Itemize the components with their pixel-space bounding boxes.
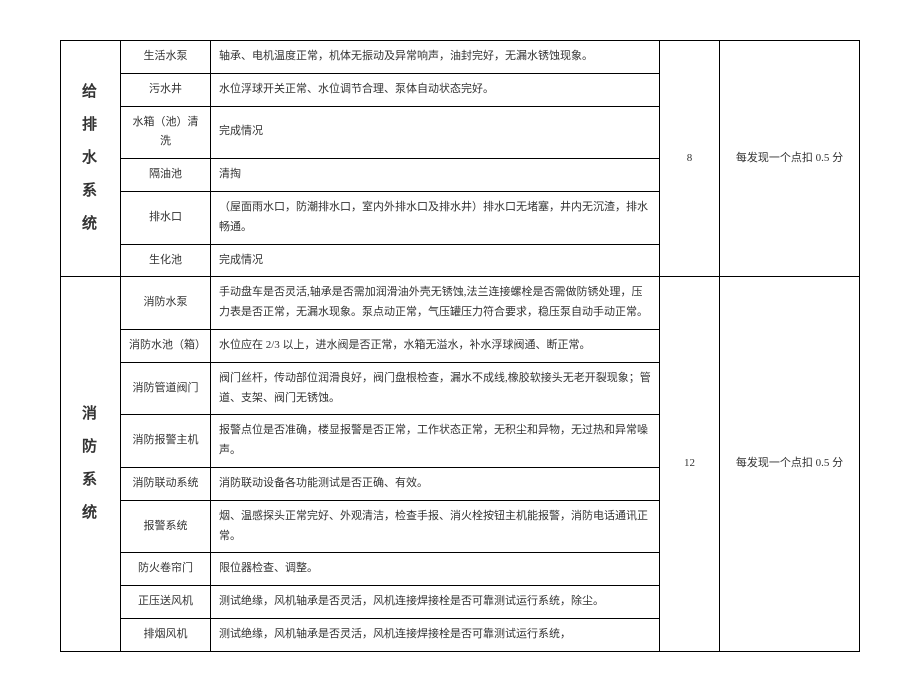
- item-desc-cell: 水位应在 2/3 以上，进水阀是否正常，水箱无溢水，补水浮球阀通、断正常。: [211, 329, 660, 362]
- inspection-table: 给排水系统生活水泵轴承、电机温度正常，机体无振动及异常响声，油封完好，无漏水锈蚀…: [60, 40, 860, 652]
- item-name-cell: 水箱（池）清洗: [121, 106, 211, 159]
- item-name-cell: 排水口: [121, 191, 211, 244]
- table-row: 消防系统消防水泵手动盘车是否灵活,轴承是否需加润滑油外壳无锈蚀,法兰连接螺栓是否…: [61, 277, 860, 330]
- category-cell: 给排水系统: [61, 41, 121, 277]
- item-desc-cell: 报警点位是否准确，楼显报警是否正常，工作状态正常，无积尘和异物，无过热和异常噪声…: [211, 415, 660, 468]
- item-name-cell: 隔油池: [121, 159, 211, 192]
- item-name-cell: 报警系统: [121, 500, 211, 553]
- item-name-cell: 防火卷帘门: [121, 553, 211, 586]
- table-row: 给排水系统生活水泵轴承、电机温度正常，机体无振动及异常响声，油封完好，无漏水锈蚀…: [61, 41, 860, 74]
- item-desc-cell: 水位浮球开关正常、水位调节合理、泵体自动状态完好。: [211, 73, 660, 106]
- item-desc-cell: 测试绝缘，风机轴承是否灵活，风机连接焊接栓是否可靠测试运行系统，: [211, 618, 660, 651]
- item-desc-cell: 消防联动设备各功能测试是否正确、有效。: [211, 467, 660, 500]
- item-desc-cell: 完成情况: [211, 244, 660, 277]
- item-name-cell: 正压送风机: [121, 586, 211, 619]
- item-desc-cell: 清掏: [211, 159, 660, 192]
- item-desc-cell: 完成情况: [211, 106, 660, 159]
- item-desc-cell: 限位器检查、调整。: [211, 553, 660, 586]
- deduction-cell: 每发现一个点扣 0.5 分: [720, 277, 860, 651]
- item-name-cell: 生活水泵: [121, 41, 211, 74]
- item-desc-cell: 阀门丝杆，传动部位润滑良好，阀门盘根检查，漏水不成线,橡胶软接头无老开裂现象；管…: [211, 362, 660, 415]
- item-desc-cell: （屋面雨水口，防潮排水口，室内外排水口及排水井）排水口无堵塞，井内无沉渣，排水畅…: [211, 191, 660, 244]
- score-cell: 12: [660, 277, 720, 651]
- item-name-cell: 消防报警主机: [121, 415, 211, 468]
- item-name-cell: 消防水泵: [121, 277, 211, 330]
- score-cell: 8: [660, 41, 720, 277]
- item-name-cell: 污水井: [121, 73, 211, 106]
- deduction-cell: 每发现一个点扣 0.5 分: [720, 41, 860, 277]
- item-desc-cell: 手动盘车是否灵活,轴承是否需加润滑油外壳无锈蚀,法兰连接螺栓是否需做防锈处理，压…: [211, 277, 660, 330]
- item-name-cell: 消防管道阀门: [121, 362, 211, 415]
- item-desc-cell: 轴承、电机温度正常，机体无振动及异常响声，油封完好，无漏水锈蚀现象。: [211, 41, 660, 74]
- item-name-cell: 消防水池（箱）: [121, 329, 211, 362]
- item-desc-cell: 测试绝缘，风机轴承是否灵活，风机连接焊接栓是否可靠测试运行系统，除尘。: [211, 586, 660, 619]
- category-cell: 消防系统: [61, 277, 121, 651]
- item-name-cell: 排烟风机: [121, 618, 211, 651]
- item-name-cell: 消防联动系统: [121, 467, 211, 500]
- item-name-cell: 生化池: [121, 244, 211, 277]
- item-desc-cell: 烟、温感探头正常完好、外观清洁，检查手报、消火栓按钮主机能报警，消防电话通讯正常…: [211, 500, 660, 553]
